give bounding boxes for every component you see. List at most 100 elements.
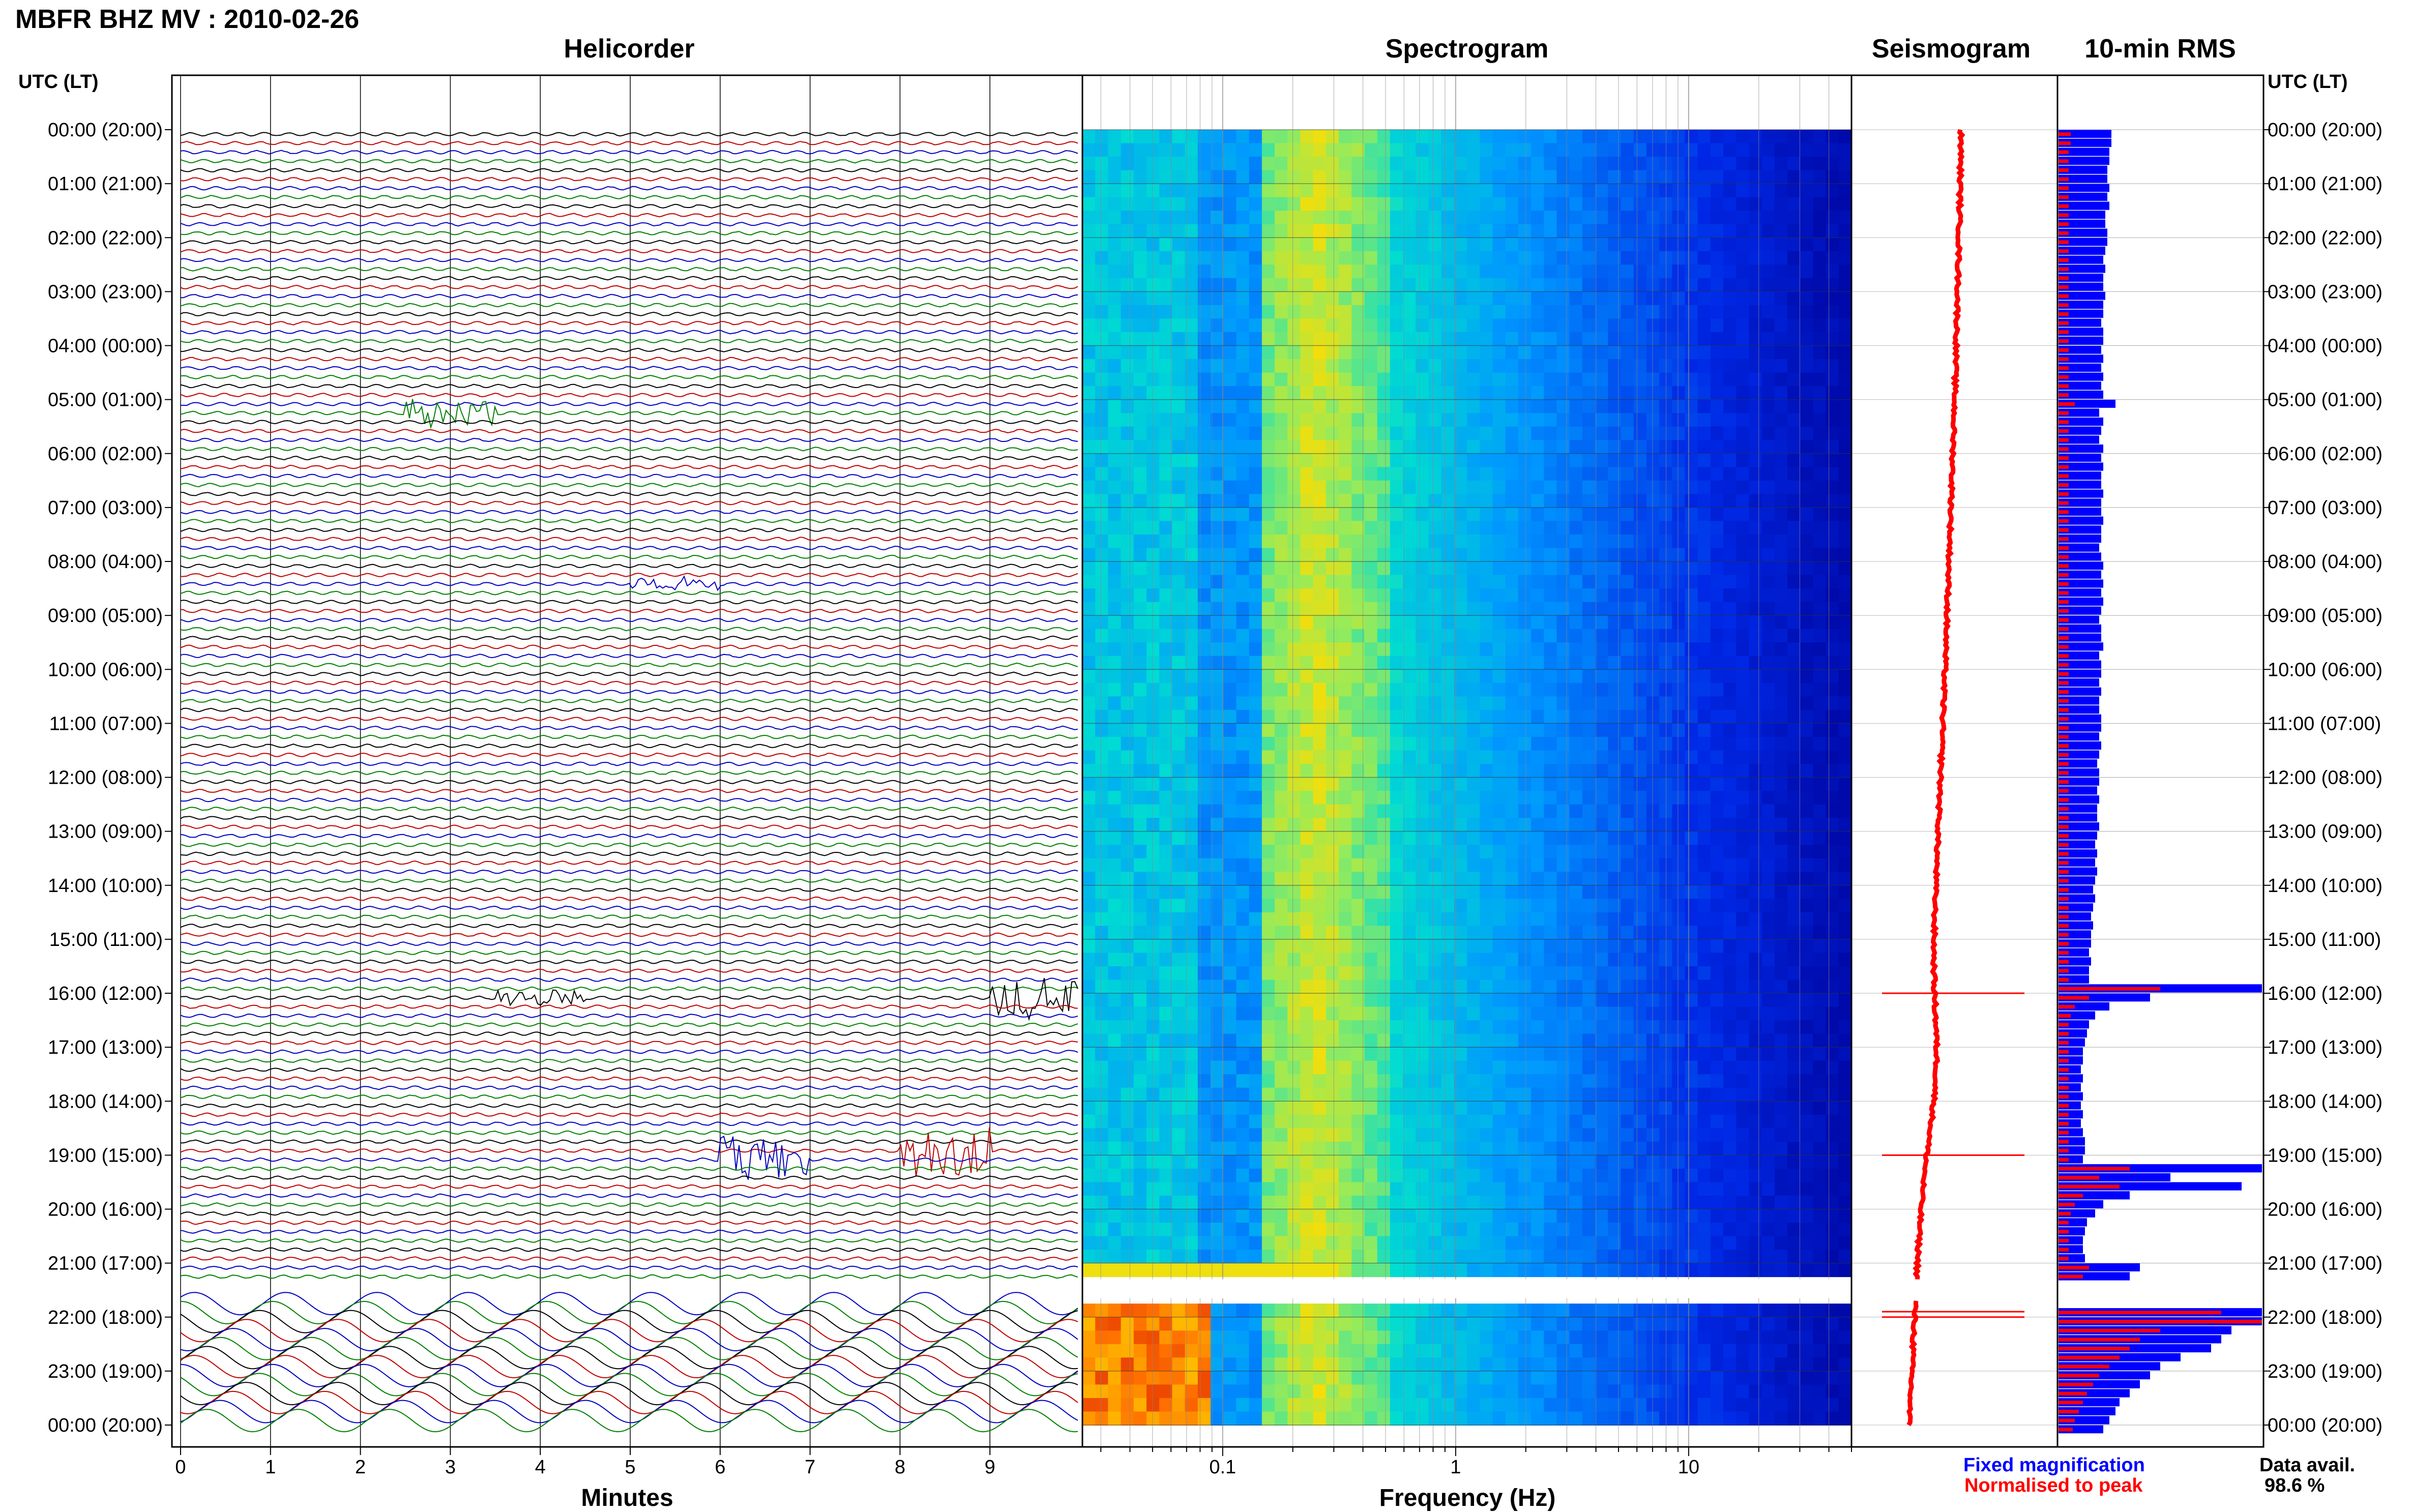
spectrogram-cell (1544, 1223, 1557, 1237)
spectrogram-cell (1736, 939, 1750, 954)
spectrogram-cell (1364, 588, 1378, 603)
spectrogram-cell (1416, 130, 1429, 144)
spectrogram-cell (1505, 521, 1519, 535)
spectrogram-cell (1531, 980, 1545, 994)
spectrogram-cell (1467, 1155, 1481, 1169)
spectrogram-cell (1249, 507, 1262, 522)
spectrogram-cell (1582, 197, 1596, 212)
spectrogram-cell (1261, 1074, 1275, 1088)
spectrogram-cell (1723, 777, 1737, 791)
spectrogram-cell (1749, 521, 1762, 535)
spectrogram-cell (1339, 709, 1352, 724)
spectrogram-cell (1595, 1155, 1609, 1169)
spectrogram-cell (1377, 1196, 1391, 1210)
spectrogram-cell (1082, 669, 1096, 684)
spectrogram-cell (1685, 238, 1698, 252)
spectrogram-cell (1390, 345, 1403, 360)
spectrogram-cell (1082, 548, 1096, 562)
spectrogram-cell (1159, 1155, 1173, 1169)
spectrogram-cell (1223, 143, 1237, 157)
spectrogram-cell (1223, 224, 1237, 239)
spectrogram-cell (1595, 184, 1609, 198)
spectrogram-cell (1787, 764, 1801, 778)
spectrogram-cell (1428, 602, 1442, 616)
spectrogram-cell (1544, 345, 1557, 360)
spectrogram-cell (1211, 184, 1224, 198)
spectrogram-cell (1377, 224, 1391, 239)
spectrogram-cell (1133, 1128, 1147, 1142)
spectrogram-cell (1082, 345, 1096, 360)
spectrogram-cell (1313, 251, 1327, 265)
spectrogram-cell (1569, 872, 1583, 886)
spectrogram-cell (1403, 602, 1417, 616)
spectrogram-cell (1403, 130, 1417, 144)
spectrogram-cell (1275, 588, 1288, 603)
spectrogram-cell (1159, 170, 1173, 185)
spectrogram-cell (1556, 507, 1570, 522)
spectrogram-cell (1108, 709, 1122, 724)
spectrogram-cell (1185, 440, 1198, 454)
spectrogram-cell (1787, 723, 1801, 737)
spectrogram-cell (1800, 1047, 1814, 1061)
spectrogram-cell (1108, 238, 1122, 252)
spectrogram-cell (1685, 386, 1698, 400)
spectrogram-cell (1569, 264, 1583, 279)
spectrogram-cell (1390, 1006, 1403, 1021)
spectrogram-cell (1556, 804, 1570, 819)
spectrogram-cell (1621, 899, 1634, 913)
spectrogram-cell (1505, 615, 1519, 630)
spectrogram-cell (1697, 588, 1711, 603)
spectrogram-cell (1223, 426, 1237, 441)
spectrogram-cell (1608, 764, 1622, 778)
spectrogram-cell (1211, 1209, 1224, 1223)
spectrogram-cell (1261, 170, 1275, 185)
spectrogram-cell (1108, 548, 1122, 562)
spectrogram-cell (1095, 440, 1109, 454)
spectrogram-cell (1082, 264, 1096, 279)
spectrogram-cell (1377, 750, 1391, 764)
spectrogram-cell (1582, 1236, 1596, 1251)
spectrogram-cell (1582, 750, 1596, 764)
spectrogram-cell (1813, 332, 1827, 346)
spectrogram-cell (1403, 575, 1417, 589)
spectrogram-cell (1172, 831, 1186, 846)
spectrogram-cell (1826, 130, 1839, 144)
spectrogram-cell (1172, 669, 1186, 684)
spectrogram-cell (1351, 723, 1365, 737)
spectrogram-cell (1774, 764, 1788, 778)
spectrogram-cell (1146, 723, 1160, 737)
spectrogram-cell (1608, 507, 1622, 522)
spectrogram-cell (1275, 1223, 1288, 1237)
spectrogram-cell (1556, 588, 1570, 603)
spectrogram-cell (1826, 1060, 1839, 1075)
spectrogram-cell (1761, 197, 1775, 212)
spectrogram-cell (1582, 1074, 1596, 1088)
spectrogram-cell (1646, 291, 1660, 306)
spectrogram-cell (1121, 615, 1134, 630)
spectrogram-cell (1211, 211, 1224, 225)
spectrogram-cell (1313, 683, 1327, 697)
spectrogram-cell (1300, 130, 1314, 144)
spectrogram-cell (1159, 494, 1173, 508)
spectrogram-cell (1223, 251, 1237, 265)
spectrogram-cell (1377, 966, 1391, 981)
spectrogram-cell (1454, 372, 1467, 387)
spectrogram-cell (1761, 534, 1775, 549)
spectrogram-cell (1518, 669, 1532, 684)
spectrogram-cell (1633, 629, 1647, 643)
spectrogram-cell (1774, 575, 1788, 589)
spectrogram-cell (1633, 993, 1647, 1007)
spectrogram-cell (1633, 211, 1647, 225)
spectrogram-cell (1838, 453, 1852, 468)
spectrogram-cell (1761, 723, 1775, 737)
spectrogram-cell (1710, 1020, 1724, 1034)
spectrogram-cell (1351, 1128, 1365, 1142)
spectrogram-cell (1697, 453, 1711, 468)
spectrogram-cell (1300, 804, 1314, 819)
spectrogram-cell (1211, 372, 1224, 387)
spectrogram-cell (1582, 1047, 1596, 1061)
spectrogram-cell (1082, 494, 1096, 508)
spectrogram-cell (1774, 1087, 1788, 1102)
spectrogram-cell (1146, 170, 1160, 185)
spectrogram-cell (1416, 305, 1429, 319)
